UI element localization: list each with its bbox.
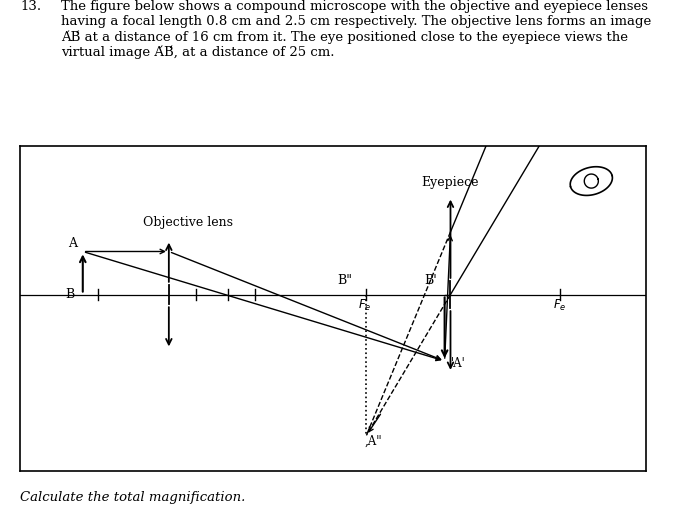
Text: 'A': 'A' [450, 357, 465, 370]
Text: B': B' [425, 274, 437, 286]
Text: ,A": ,A" [365, 435, 382, 448]
Text: Calculate the total magnification.: Calculate the total magnification. [20, 491, 246, 504]
Text: The figure below shows a compound microscope with the objective and eyepiece len: The figure below shows a compound micros… [61, 0, 651, 59]
Text: Objective lens: Objective lens [143, 216, 234, 229]
Text: B: B [66, 288, 75, 301]
Text: $F_e$: $F_e$ [553, 298, 567, 313]
Text: 13.: 13. [20, 0, 41, 13]
Text: A: A [68, 237, 77, 250]
Text: Eyepiece: Eyepiece [422, 176, 479, 189]
Text: $F_e$: $F_e$ [357, 298, 371, 313]
Text: B": B" [337, 274, 353, 286]
